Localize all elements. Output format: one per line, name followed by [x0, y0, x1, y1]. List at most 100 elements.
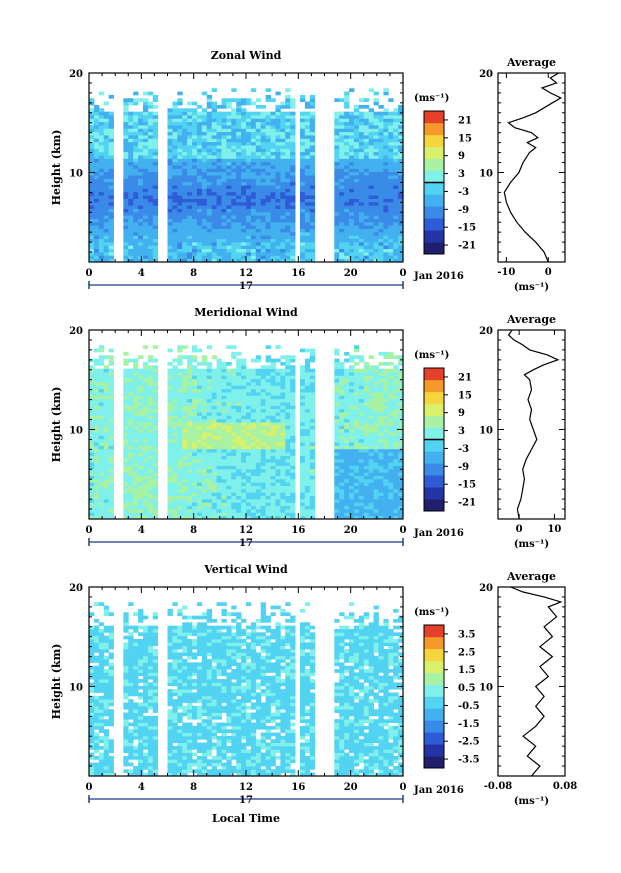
heatmap-cell — [255, 231, 262, 236]
heatmap-cell — [388, 211, 394, 216]
heatmap-cell — [299, 165, 306, 169]
heatmap-cell — [108, 458, 114, 463]
heatmap-cell — [128, 358, 134, 363]
heatmap-cell — [89, 435, 95, 440]
heatmap-cell — [192, 118, 198, 123]
heatmap-cell — [133, 165, 139, 169]
heatmap-cell — [290, 175, 296, 179]
heatmap-cell — [152, 158, 159, 163]
heatmap-cell — [349, 188, 355, 193]
heatmap-cell — [304, 188, 311, 193]
heatmap-cell — [98, 422, 105, 426]
heatmap-cell — [334, 505, 340, 510]
heatmap-cell — [275, 492, 281, 497]
heatmap-cell — [138, 425, 144, 430]
heatmap-cell — [290, 478, 296, 483]
heatmap-cell — [192, 408, 198, 413]
heatmap-cell — [108, 225, 114, 229]
heatmap-cell — [275, 485, 281, 490]
heatmap-cell — [280, 435, 286, 440]
heatmap-cell — [270, 238, 276, 243]
heatmap-cell — [98, 498, 105, 503]
heatmap-cell — [226, 478, 232, 483]
heatmap-cell — [299, 402, 306, 406]
heatmap-cell — [304, 368, 311, 373]
heatmap-cell — [353, 462, 360, 466]
heatmap-cell — [172, 498, 178, 503]
heatmap-cell — [280, 472, 286, 476]
heatmap-cell — [206, 258, 213, 263]
heatmap-cell — [93, 245, 100, 250]
heatmap-cell — [250, 505, 257, 510]
heatmap-cell — [167, 198, 173, 203]
heatmap-cell — [206, 435, 213, 440]
heatmap-cell — [231, 211, 237, 216]
heatmap-cell — [265, 235, 271, 240]
heatmap-cell — [103, 382, 110, 386]
heatmap-cell — [246, 508, 252, 513]
heatmap-cell — [349, 435, 355, 440]
heatmap-cell — [250, 181, 257, 186]
heatmap-cell — [304, 495, 311, 500]
heatmap-cell — [103, 231, 110, 236]
heatmap-cell — [344, 478, 350, 483]
heatmap-cell — [226, 228, 232, 233]
heatmap-cell — [260, 455, 267, 460]
heatmap-cell — [177, 512, 183, 517]
heatmap-cell — [285, 502, 291, 507]
heatmap-cell — [103, 422, 110, 426]
heatmap-cell — [108, 158, 114, 163]
heatmap-cell — [290, 375, 296, 380]
heatmap-cell — [236, 125, 242, 129]
heatmap-cell — [152, 428, 159, 433]
heatmap-cell — [108, 148, 114, 153]
heatmap-cell — [206, 145, 213, 149]
heatmap-cell — [201, 168, 208, 173]
heatmap-cell — [201, 215, 208, 219]
heatmap-cell — [103, 235, 110, 240]
heatmap-cell — [398, 255, 404, 260]
heatmap-cell — [187, 495, 193, 500]
heatmap-cell — [128, 178, 134, 183]
heatmap-cell — [142, 101, 149, 106]
heatmap-cell — [142, 442, 149, 446]
heatmap-cell — [250, 455, 257, 460]
heatmap-cell — [299, 98, 306, 103]
heatmap-cell — [147, 485, 154, 490]
heatmap-cell — [363, 258, 370, 263]
heatmap-cell — [187, 181, 193, 186]
heatmap-cell — [98, 478, 105, 483]
heatmap-cell — [236, 98, 242, 103]
heatmap-cell — [177, 398, 183, 403]
heatmap-cell — [378, 104, 384, 109]
heatmap-cell — [241, 125, 247, 129]
heatmap-cell — [103, 151, 110, 156]
heatmap-cell — [108, 398, 114, 403]
heatmap-cell — [383, 121, 389, 126]
heatmap-cell — [334, 408, 340, 413]
heatmap-cell — [246, 145, 252, 149]
heatmap-cell — [334, 158, 340, 163]
heatmap-cell — [398, 228, 404, 233]
heatmap-cell — [285, 258, 291, 263]
heatmap-cell — [192, 468, 198, 473]
heatmap-cell — [103, 118, 110, 123]
heatmap-cell — [133, 155, 139, 159]
heatmap-cell — [221, 462, 227, 466]
heatmap-cell — [373, 188, 379, 193]
heatmap-cell — [231, 368, 237, 373]
heatmap-cell — [206, 158, 213, 163]
heatmap-cell — [373, 255, 379, 260]
heatmap-cell — [260, 412, 267, 416]
heatmap-cell — [226, 175, 232, 179]
heatmap-cell — [255, 158, 262, 163]
heatmap-cell — [299, 485, 306, 490]
heatmap-cell — [255, 98, 262, 103]
heatmap-cell — [270, 361, 276, 366]
heatmap-cell — [147, 128, 154, 133]
heatmap-cell — [226, 472, 232, 476]
heatmap-cell — [246, 155, 252, 159]
heatmap-cell — [138, 508, 144, 513]
heatmap-cell — [98, 432, 105, 436]
heatmap-cell — [142, 161, 149, 166]
